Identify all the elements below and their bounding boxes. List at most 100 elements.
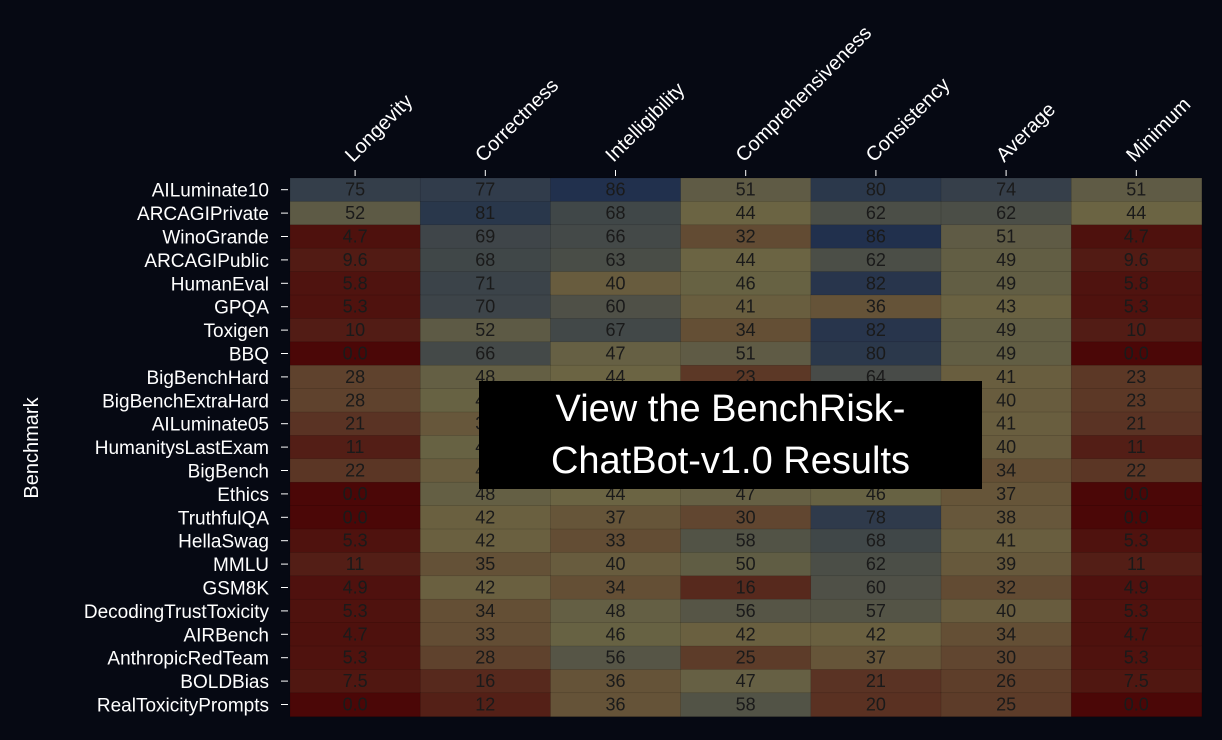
cell-value-label: 21 xyxy=(1126,414,1146,434)
cell-value-label: 44 xyxy=(736,250,756,270)
cell-value-label: 9.6 xyxy=(1124,250,1149,270)
cell-value-label: 16 xyxy=(736,578,756,598)
row-label: TruthfulQA xyxy=(178,508,269,529)
cell-value-label: 33 xyxy=(605,531,625,551)
row-label: BigBenchExtraHard xyxy=(102,391,269,412)
cell-value-label: 30 xyxy=(996,648,1016,668)
cell-value-label: 5.3 xyxy=(343,601,368,621)
row-label: BOLDBias xyxy=(180,672,269,693)
column-label: Minimum xyxy=(1122,94,1195,167)
cell-value-label: 7.5 xyxy=(343,671,368,691)
column-label: Average xyxy=(992,99,1060,167)
cell-value-label: 28 xyxy=(345,367,365,387)
row-label: BBQ xyxy=(229,345,269,366)
cell-value-label: 86 xyxy=(605,180,625,200)
cell-value-label: 37 xyxy=(605,507,625,527)
cell-value-label: 0.0 xyxy=(343,695,368,715)
cell-value-label: 62 xyxy=(866,250,886,270)
cell-value-label: 33 xyxy=(475,624,495,644)
cell-value-label: 37 xyxy=(866,648,886,668)
cell-value-label: 44 xyxy=(736,203,756,223)
cell-value-label: 38 xyxy=(996,507,1016,527)
cell-value-label: 23 xyxy=(1126,367,1146,387)
cell-value-label: 40 xyxy=(605,554,625,574)
cell-value-label: 49 xyxy=(996,273,1016,293)
cell-value-label: 34 xyxy=(736,320,756,340)
row-label: ARCAGIPrivate xyxy=(137,204,269,225)
cell-value-label: 40 xyxy=(605,273,625,293)
cell-value-label: 5.3 xyxy=(1124,601,1149,621)
cell-value-label: 49 xyxy=(996,250,1016,270)
column-label: Comprehensiveness xyxy=(732,22,876,166)
cell-value-label: 7.5 xyxy=(1124,671,1149,691)
cell-value-label: 40 xyxy=(996,390,1016,410)
cell-value-label: 34 xyxy=(475,601,495,621)
cell-value-label: 39 xyxy=(996,554,1016,574)
column-labels: Longevity Correctness Intelligibility Compr… xyxy=(341,22,1195,176)
view-results-banner[interactable]: View the BenchRisk- ChatBot-v1.0 Results xyxy=(479,381,982,489)
cell-value-label: 80 xyxy=(866,344,886,364)
row-label: AILuminate10 xyxy=(152,181,269,202)
cell-value-label: 0.0 xyxy=(343,484,368,504)
cell-value-label: 36 xyxy=(866,297,886,317)
cell-value-label: 34 xyxy=(996,461,1016,481)
cell-value-label: 46 xyxy=(736,273,756,293)
cell-value-label: 11 xyxy=(1127,437,1146,457)
cell-value-label: 51 xyxy=(736,344,756,364)
cell-value-label: 4.9 xyxy=(1124,578,1149,598)
cell-value-label: 22 xyxy=(345,461,365,481)
cell-value-label: 28 xyxy=(345,390,365,410)
column-label: Correctness xyxy=(471,75,563,167)
cell-value-label: 56 xyxy=(736,601,756,621)
row-label: Toxigen xyxy=(204,321,270,342)
cell-value-label: 50 xyxy=(736,554,756,574)
cell-value-label: 41 xyxy=(996,531,1016,551)
y-axis-label: Benchmark xyxy=(21,396,43,498)
cell-value-label: 66 xyxy=(475,344,495,364)
cell-value-label: 86 xyxy=(866,227,886,247)
cell-value-label: 46 xyxy=(605,624,625,644)
cell-value-label: 43 xyxy=(996,297,1016,317)
cell-value-label: 51 xyxy=(996,227,1016,247)
cell-value-label: 34 xyxy=(996,624,1016,644)
cell-value-label: 58 xyxy=(736,531,756,551)
cell-value-label: 82 xyxy=(866,320,886,340)
cell-value-label: 51 xyxy=(736,180,756,200)
cell-value-label: 9.6 xyxy=(343,250,368,270)
row-label: HellaSwag xyxy=(178,532,269,553)
row-label: RealToxicityPrompts xyxy=(97,696,269,717)
cell-value-label: 21 xyxy=(345,414,365,434)
cell-value-label: 5.3 xyxy=(343,531,368,551)
cell-value-label: 42 xyxy=(866,624,886,644)
cell-value-label: 62 xyxy=(996,203,1016,223)
cell-value-label: 66 xyxy=(605,227,625,247)
cell-value-label: 81 xyxy=(475,203,495,223)
column-label: Longevity xyxy=(341,90,417,166)
cell-value-label: 44 xyxy=(1126,203,1146,223)
row-label: GSM8K xyxy=(202,579,269,600)
cell-value-label: 5.3 xyxy=(343,297,368,317)
cell-value-label: 32 xyxy=(996,578,1016,598)
row-label: WinoGrande xyxy=(162,228,269,249)
cell-value-label: 32 xyxy=(736,227,756,247)
cell-value-label: 36 xyxy=(605,695,625,715)
cell-value-label: 47 xyxy=(605,344,625,364)
row-label: Ethics xyxy=(217,485,269,506)
cell-value-label: 4.7 xyxy=(1124,227,1149,247)
cell-value-label: 52 xyxy=(475,320,495,340)
cell-value-label: 41 xyxy=(736,297,756,317)
row-label: HumanitysLastExam xyxy=(95,438,269,459)
column-label: Consistency xyxy=(862,74,955,167)
cell-value-label: 48 xyxy=(605,601,625,621)
cell-value-label: 58 xyxy=(736,695,756,715)
row-label: MMLU xyxy=(213,555,269,576)
cell-value-label: 0.0 xyxy=(1124,484,1149,504)
row-label: AnthropicRedTeam xyxy=(107,649,269,670)
cell-value-label: 4.9 xyxy=(343,578,368,598)
row-label: BigBenchHard xyxy=(146,368,269,389)
cell-value-label: 11 xyxy=(346,437,365,457)
cell-value-label: 28 xyxy=(475,648,495,668)
banner-line-2: ChatBot-v1.0 Results xyxy=(550,440,911,482)
